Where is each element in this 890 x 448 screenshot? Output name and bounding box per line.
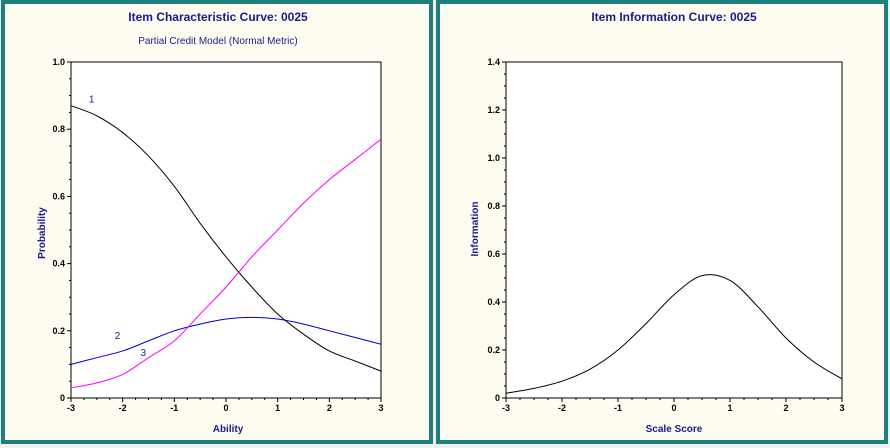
iic-xlabel: Scale Score xyxy=(646,424,703,435)
icc-xtick-label: -3 xyxy=(67,403,75,413)
iic-plot-area xyxy=(505,61,843,399)
iic-ytick-label: 0.8 xyxy=(487,201,500,211)
iic-ytick-label: 1.2 xyxy=(487,105,500,115)
icc-series-1-line xyxy=(70,105,382,372)
iic-ytick-label: 0 xyxy=(495,393,500,403)
icc-subtitle: Partial Credit Model (Normal Metric) xyxy=(138,36,297,47)
iic-ytick-label: 0.2 xyxy=(487,345,500,355)
iic-ylabel: Information xyxy=(470,202,481,257)
iic-chart: Item Information Curve: 0025 Scale Score… xyxy=(470,10,845,435)
iic-xtick-label: 3 xyxy=(839,403,844,413)
icc-ylabel: Probability xyxy=(37,207,48,259)
iic-xtick-label: -3 xyxy=(502,403,510,413)
icc-chart: Item Characteristic Curve: 0025 Partial … xyxy=(37,10,384,435)
icc-plot-area xyxy=(70,61,382,399)
icc-ytick-label: 0.6 xyxy=(52,191,65,201)
iic-xtick-label: 1 xyxy=(727,403,732,413)
icc-title: Item Characteristic Curve: 0025 xyxy=(128,10,308,24)
icc-series-3-line xyxy=(70,138,382,389)
icc-ytick-label: 0.2 xyxy=(52,326,65,336)
icc-curve-label-1: 1 xyxy=(89,94,95,105)
icc-curve-label-2: 2 xyxy=(115,331,121,342)
icc-xtick-label: 0 xyxy=(223,403,228,413)
iic-xtick-label: -2 xyxy=(558,403,566,413)
icc-panel: Item Characteristic Curve: 0025 Partial … xyxy=(1,0,433,444)
iic-ytick-label: 1.4 xyxy=(487,57,500,67)
icc-xlabel: Ability xyxy=(213,424,244,435)
iic-title: Item Information Curve: 0025 xyxy=(591,10,757,24)
icc-ytick-label: 0.8 xyxy=(52,124,65,134)
icc-ytick-label: 0 xyxy=(60,393,65,403)
icc-xtick-label: -1 xyxy=(170,403,178,413)
icc-xtick-label: -2 xyxy=(119,403,127,413)
icc-xtick-label: 3 xyxy=(378,403,383,413)
iic-series-1-line xyxy=(505,274,843,394)
icc-xtick-label: 1 xyxy=(275,403,280,413)
icc-ytick-label: 0.4 xyxy=(52,259,65,269)
iic-xtick-label: 0 xyxy=(671,403,676,413)
iic-xtick-label: -1 xyxy=(614,403,622,413)
iic-ytick-label: 1.0 xyxy=(487,153,500,163)
icc-ytick-label: 1.0 xyxy=(52,57,65,67)
iic-xtick-label: 2 xyxy=(783,403,788,413)
iic-panel: Item Information Curve: 0025 Scale Score… xyxy=(436,0,888,444)
icc-series-2-line xyxy=(70,316,382,365)
iic-ytick-label: 0.6 xyxy=(487,249,500,259)
icc-xtick-label: 2 xyxy=(327,403,332,413)
icc-curve-label-3: 3 xyxy=(141,348,147,359)
iic-ytick-label: 0.4 xyxy=(487,297,500,307)
